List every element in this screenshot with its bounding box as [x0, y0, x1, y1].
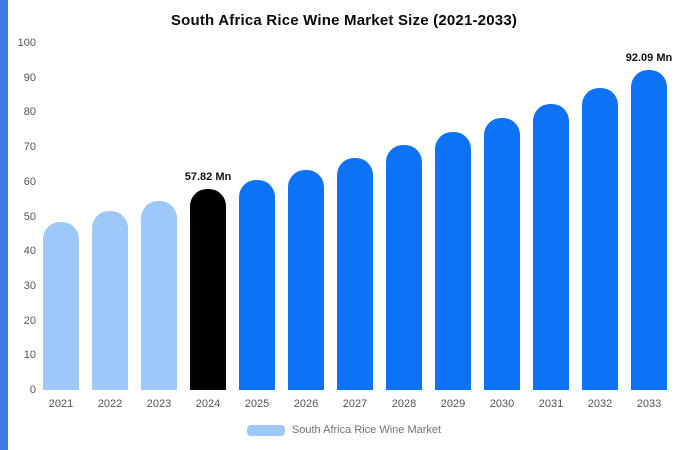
x-label-2030: 2030	[489, 398, 515, 410]
market-size-bar-chart: South Africa Rice Wine Market Size (2021…	[8, 0, 680, 450]
bar-2029[interactable]	[435, 131, 471, 390]
x-label-2031: 2031	[538, 398, 564, 410]
y-tick-100: 100	[17, 37, 36, 49]
x-axis: 2021 2022 2023 2024 2025 2026 2027 2028 2029 2030…	[40, 398, 670, 410]
y-tick-50: 50	[23, 210, 36, 223]
bar-2032[interactable]	[582, 88, 618, 390]
x-label-2022: 2022	[97, 398, 123, 410]
y-tick-10: 10	[23, 349, 36, 362]
x-label-2033: 2033	[636, 398, 662, 410]
y-axis: 0 10 20 30 40 50 60 70 80 90 100	[14, 37, 40, 396]
bar-2033[interactable]: 92.09 Mn	[626, 52, 672, 390]
x-label-2025: 2025	[244, 398, 270, 410]
x-label-2021: 2021	[48, 398, 74, 410]
plot-area: 57.82 Mn 92.09 Mn	[40, 43, 672, 390]
plot-wrap: 57.82 Mn 92.09 Mn 2021 2022 2023 2024 2025 202…	[40, 43, 672, 410]
bar-2030[interactable]	[484, 117, 520, 390]
y-tick-30: 30	[23, 279, 36, 292]
y-tick-60: 60	[23, 175, 36, 188]
y-tick-0: 0	[29, 384, 36, 396]
x-label-2027: 2027	[342, 398, 368, 410]
y-tick-70: 70	[23, 141, 36, 154]
bar-2027[interactable]	[337, 157, 373, 390]
legend[interactable]: South Africa Rice Wine Market	[8, 424, 680, 436]
x-label-2023: 2023	[146, 398, 172, 410]
y-tick-20: 20	[23, 314, 36, 327]
bar-2025[interactable]	[239, 180, 275, 390]
bar-2024[interactable]: 57.82 Mn	[185, 171, 231, 390]
chart-title: South Africa Rice Wine Market Size (2021…	[170, 12, 518, 29]
y-tick-40: 40	[23, 245, 36, 258]
bar-2022[interactable]	[92, 211, 128, 390]
left-edge-stripe	[0, 0, 8, 450]
bar-value-label-2024: 57.82 Mn	[184, 171, 232, 184]
bar-2021[interactable]	[43, 221, 79, 390]
y-tick-90: 90	[23, 71, 36, 84]
bar-2023[interactable]	[141, 200, 177, 390]
bar-value-label-2033: 92.09 Mn	[625, 52, 673, 65]
chart-body: 0 10 20 30 40 50 60 70 80 90 100 57.82 Mn 92.09 Mn …	[8, 37, 680, 410]
legend-label: South Africa Rice Wine Market	[291, 424, 442, 436]
x-label-2029: 2029	[440, 398, 466, 410]
x-label-2032: 2032	[587, 398, 613, 410]
legend-swatch	[246, 424, 285, 436]
y-tick-80: 80	[23, 106, 36, 119]
x-label-2026: 2026	[293, 398, 319, 410]
x-label-2024: 2024	[195, 398, 221, 410]
bar-2028[interactable]	[386, 145, 422, 390]
x-label-2028: 2028	[391, 398, 417, 410]
bar-2031[interactable]	[533, 103, 569, 390]
bar-2026[interactable]	[288, 169, 324, 390]
